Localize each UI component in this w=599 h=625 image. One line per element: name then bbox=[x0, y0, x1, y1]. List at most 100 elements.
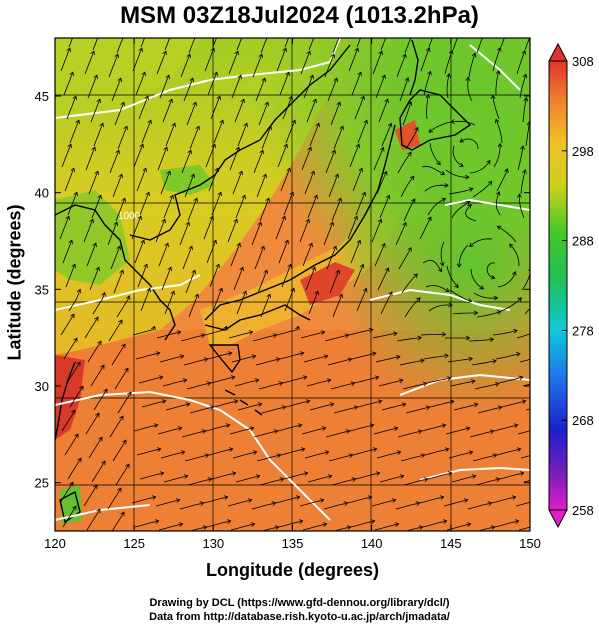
streamline bbox=[161, 267, 172, 291]
streamline bbox=[160, 171, 171, 195]
streamline bbox=[445, 427, 470, 435]
streamline bbox=[324, 334, 349, 342]
streamline bbox=[234, 379, 259, 387]
streamline bbox=[86, 508, 101, 531]
streamline bbox=[208, 168, 219, 192]
streamline-arrowhead bbox=[119, 415, 124, 421]
streamline-arrowhead bbox=[346, 525, 352, 530]
streamline-arrowhead bbox=[123, 30, 127, 34]
streamline bbox=[204, 326, 227, 336]
streamline-arrowhead bbox=[243, 122, 248, 128]
streamline-arrowhead bbox=[264, 101, 269, 107]
streamline bbox=[373, 427, 398, 435]
streamline bbox=[187, 198, 198, 222]
streamline bbox=[468, 53, 476, 78]
streamline bbox=[353, 264, 364, 288]
streamline-arrowhead bbox=[147, 119, 152, 125]
streamline bbox=[302, 523, 327, 531]
streamline-arrowhead bbox=[101, 291, 106, 297]
streamline-arrowhead bbox=[94, 170, 99, 176]
streamline bbox=[426, 94, 429, 120]
streamline-arrowhead bbox=[183, 474, 189, 479]
streamline bbox=[140, 38, 145, 48]
streamline-arrowhead bbox=[492, 453, 498, 458]
streamline bbox=[451, 475, 476, 483]
streamline bbox=[326, 246, 337, 270]
y-tick-label: 40 bbox=[35, 186, 49, 201]
streamline-arrowhead bbox=[339, 125, 344, 131]
streamline bbox=[188, 294, 199, 318]
streamline-arrowhead bbox=[544, 475, 548, 479]
streamline bbox=[207, 72, 218, 96]
streamline bbox=[283, 472, 308, 480]
streamline-arrowhead bbox=[291, 24, 295, 28]
streamline bbox=[276, 48, 287, 72]
streamline bbox=[351, 72, 362, 96]
streamline-arrowhead bbox=[177, 426, 183, 431]
streamline-arrowhead bbox=[384, 98, 389, 104]
streamline-arrowhead bbox=[119, 269, 124, 275]
streamline-arrowhead bbox=[236, 242, 241, 248]
streamline bbox=[404, 526, 423, 531]
streamline bbox=[230, 523, 255, 531]
streamline-arrowhead bbox=[409, 175, 415, 181]
streamline-arrowhead bbox=[176, 330, 182, 335]
streamline bbox=[424, 448, 449, 456]
streamline-arrowhead bbox=[441, 423, 447, 428]
streamline-arrowhead bbox=[235, 146, 240, 152]
streamline bbox=[179, 502, 204, 510]
streamline-arrowhead bbox=[97, 340, 102, 346]
wind-streamlines bbox=[59, 24, 548, 531]
streamline-arrowhead bbox=[219, 24, 223, 28]
streamline bbox=[332, 38, 340, 54]
streamline-arrowhead bbox=[146, 287, 151, 293]
streamline-arrowhead bbox=[276, 453, 282, 458]
streamline-arrowhead bbox=[242, 290, 247, 296]
streamline bbox=[497, 271, 516, 288]
streamline-arrowhead bbox=[189, 77, 194, 83]
streamline bbox=[475, 478, 500, 486]
streamline bbox=[379, 475, 404, 483]
streamline bbox=[91, 195, 102, 219]
streamline-arrowhead bbox=[520, 145, 525, 150]
streamline-arrowhead bbox=[333, 77, 338, 83]
streamline bbox=[60, 313, 75, 336]
streamline-arrowhead bbox=[521, 50, 526, 55]
streamline-arrowhead bbox=[137, 215, 142, 221]
streamline bbox=[495, 119, 503, 144]
streamline-arrowhead bbox=[338, 293, 344, 299]
streamline bbox=[427, 472, 452, 480]
streamline bbox=[509, 243, 520, 267]
streamline-arrowhead bbox=[302, 375, 308, 380]
streamline bbox=[308, 291, 319, 315]
streamline bbox=[159, 75, 170, 99]
streamline-arrowhead bbox=[202, 525, 208, 530]
streamline bbox=[232, 451, 257, 459]
streamline bbox=[62, 505, 77, 528]
streamline-arrowhead bbox=[218, 287, 223, 293]
streamline-arrowhead bbox=[68, 239, 73, 245]
streamline-arrowhead bbox=[444, 287, 450, 292]
streamline-arrowhead bbox=[468, 450, 474, 455]
streamline bbox=[258, 102, 269, 126]
streamline bbox=[213, 120, 224, 144]
streamline-arrowhead bbox=[515, 352, 521, 357]
streamline bbox=[329, 270, 340, 294]
streamline-arrowhead bbox=[71, 409, 76, 415]
streamline-arrowhead bbox=[121, 197, 126, 203]
streamline-arrowhead bbox=[489, 429, 495, 434]
streamline bbox=[429, 400, 454, 408]
streamline-arrowhead bbox=[327, 474, 333, 479]
streamline-arrowhead bbox=[252, 450, 258, 455]
streamline bbox=[165, 123, 176, 147]
streamline bbox=[471, 360, 497, 366]
streamline bbox=[231, 355, 256, 363]
streamline bbox=[208, 448, 233, 456]
streamline bbox=[500, 38, 505, 48]
streamline-arrowhead bbox=[238, 170, 243, 176]
streamline-arrowhead bbox=[310, 170, 315, 176]
streamline-arrowhead bbox=[117, 487, 122, 493]
streamline-arrowhead bbox=[113, 221, 118, 227]
streamline-arrowhead bbox=[458, 27, 462, 31]
streamline bbox=[162, 99, 173, 123]
